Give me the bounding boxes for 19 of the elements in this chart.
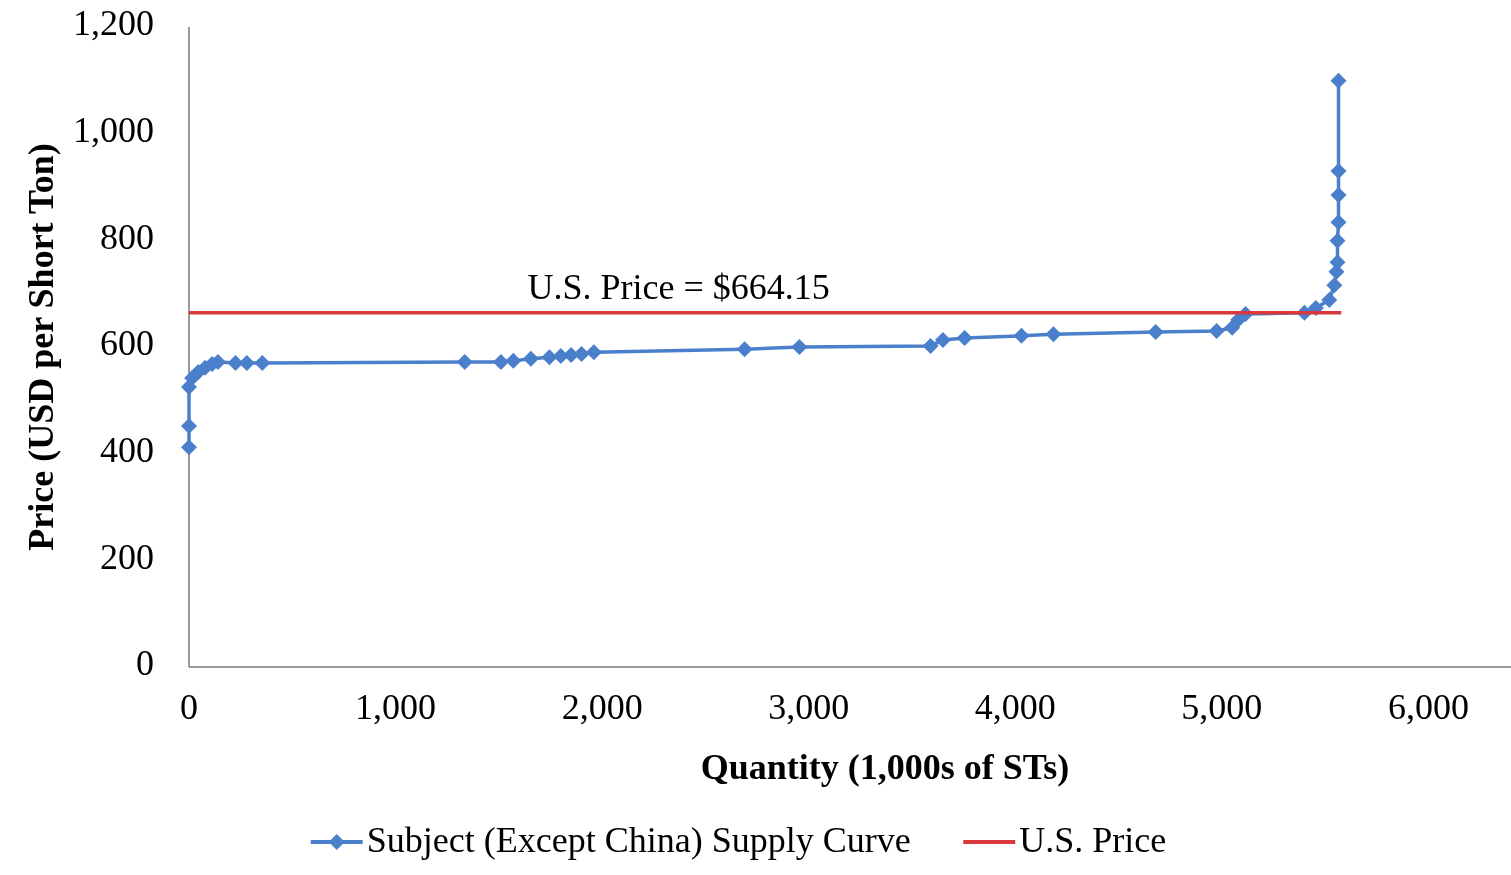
annotation: U.S. Price = $664.15 (527, 266, 830, 307)
x-tick-label: 6,000 (1387, 687, 1469, 727)
y-tick-label: 800 (100, 216, 154, 257)
x-tick-label: 1,000 (355, 687, 437, 727)
legend-label: Subject (Except China) Supply Curve (366, 820, 911, 860)
y-axis-title: Price (USD per Short Ton) (21, 143, 61, 551)
y-tick-label: 600 (100, 323, 154, 364)
y-tick-label: 400 (100, 429, 154, 470)
y-tick-label: 200 (100, 536, 154, 577)
legend-label: U.S. Price (1019, 820, 1167, 860)
y-tick-label: 0 (136, 643, 154, 684)
x-tick-label: 0 (180, 687, 198, 727)
x-tick-label: 2,000 (561, 687, 643, 727)
x-tick-label: 4,000 (974, 687, 1056, 727)
y-tick-label: 1,200 (73, 3, 154, 44)
x-tick-label: 5,000 (1181, 687, 1263, 727)
y-tick-label: 1,000 (73, 109, 154, 150)
x-tick-label: 3,000 (768, 687, 850, 727)
x-axis-title: Quantity (1,000s of STs) (700, 747, 1070, 787)
